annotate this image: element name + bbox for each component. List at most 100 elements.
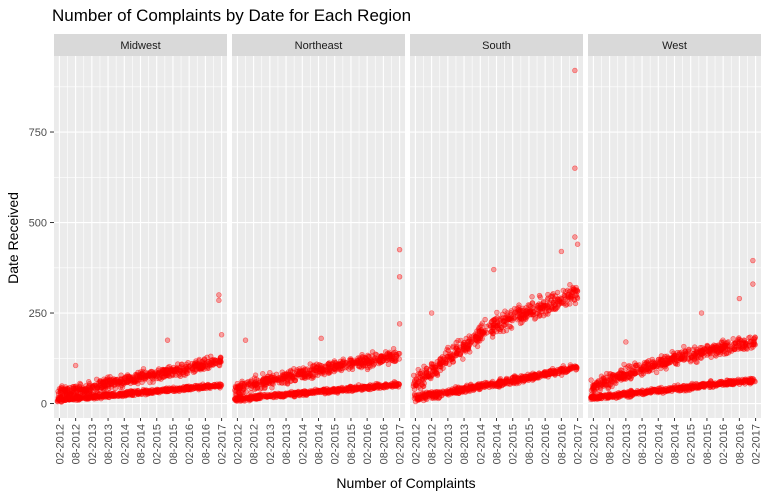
data-point [233, 397, 239, 404]
data-point [572, 165, 578, 171]
data-point [350, 359, 356, 365]
data-point [463, 345, 470, 351]
facet-label: West [662, 40, 687, 52]
data-point [136, 389, 142, 396]
data-point [548, 293, 554, 300]
data-point [127, 390, 134, 397]
data-point [120, 379, 126, 385]
data-point [592, 382, 598, 389]
facet-label: Midwest [120, 40, 160, 52]
data-point [242, 337, 249, 343]
x-axis-title: Number of Complaints [336, 475, 475, 491]
data-point [541, 304, 547, 310]
x-tick-label: 08-2016 [556, 424, 568, 464]
data-point [727, 378, 733, 384]
data-point [190, 366, 196, 372]
data-point [110, 392, 117, 399]
data-point [77, 393, 84, 400]
data-point [349, 366, 356, 373]
points-midwest [54, 292, 225, 405]
data-point [321, 367, 327, 373]
chart-title: Number of Complaints by Date for Each Re… [52, 6, 411, 25]
x-tick-label: 02-2015 [508, 424, 520, 464]
data-point [476, 324, 482, 331]
data-point [79, 387, 86, 393]
x-tick-label: 02-2013 [621, 424, 633, 464]
data-point [531, 375, 537, 382]
data-point [567, 293, 574, 299]
data-point [572, 67, 578, 74]
data-point [165, 386, 171, 392]
data-point [653, 369, 660, 376]
data-point [661, 355, 667, 362]
data-point [572, 234, 578, 240]
x-tick-label: 08-2012 [605, 424, 617, 464]
data-point [369, 349, 376, 355]
data-point [491, 327, 497, 334]
y-axis-title: Date Received [5, 192, 21, 284]
y-tick-label: 250 [29, 308, 47, 320]
y-axis: 0 250 500 750 [29, 127, 54, 411]
data-point [378, 354, 384, 360]
data-point [452, 352, 459, 359]
x-tick-label: 02-2016 [540, 424, 552, 464]
data-point [315, 372, 321, 379]
data-point [501, 322, 508, 329]
data-point [742, 341, 749, 347]
data-point [566, 289, 573, 295]
data-point [330, 387, 336, 394]
data-point [623, 339, 629, 345]
x-tick-label: 02-2012 [54, 424, 66, 464]
data-point [710, 380, 716, 387]
data-point [130, 376, 137, 383]
x-tick-label: 08-2014 [670, 424, 682, 464]
data-point [239, 384, 246, 390]
x-tick-label: 08-2014 [492, 424, 504, 464]
data-point [426, 372, 432, 378]
data-point [460, 388, 466, 394]
data-point [494, 309, 500, 316]
data-point [489, 334, 496, 340]
data-point [151, 372, 157, 379]
data-point [216, 297, 222, 304]
data-point [595, 394, 601, 400]
data-point [560, 363, 566, 369]
data-point [657, 359, 663, 366]
x-tick-label: 02-2015 [330, 424, 342, 464]
data-point [298, 389, 304, 396]
x-tick-label: 02-2017 [217, 424, 229, 464]
data-point [336, 385, 343, 392]
data-point [703, 348, 709, 354]
data-point [721, 344, 728, 350]
data-point [313, 367, 319, 374]
data-point [710, 347, 716, 353]
data-point [669, 354, 675, 361]
data-point [688, 382, 695, 388]
data-point [572, 300, 579, 307]
data-point [139, 370, 145, 377]
data-point [378, 382, 385, 389]
x-tick-label: 08-2014 [136, 424, 148, 464]
x-tick-label: 02-2017 [573, 424, 585, 464]
data-point [390, 345, 397, 352]
data-point [433, 370, 439, 376]
data-point [501, 317, 507, 324]
data-point [392, 379, 398, 386]
data-point [512, 380, 518, 386]
data-point [436, 394, 443, 401]
data-point [393, 353, 400, 359]
data-point [638, 371, 644, 377]
data-point [209, 383, 216, 389]
data-point [561, 292, 567, 298]
data-point [573, 364, 579, 370]
data-point [351, 386, 357, 392]
data-point [234, 380, 241, 387]
x-tick-label: 08-2015 [346, 424, 358, 464]
data-point [447, 351, 454, 357]
data-point [691, 344, 698, 350]
facet-strip [54, 34, 227, 56]
data-point [671, 386, 678, 392]
data-point [97, 379, 103, 385]
data-point [606, 376, 613, 382]
